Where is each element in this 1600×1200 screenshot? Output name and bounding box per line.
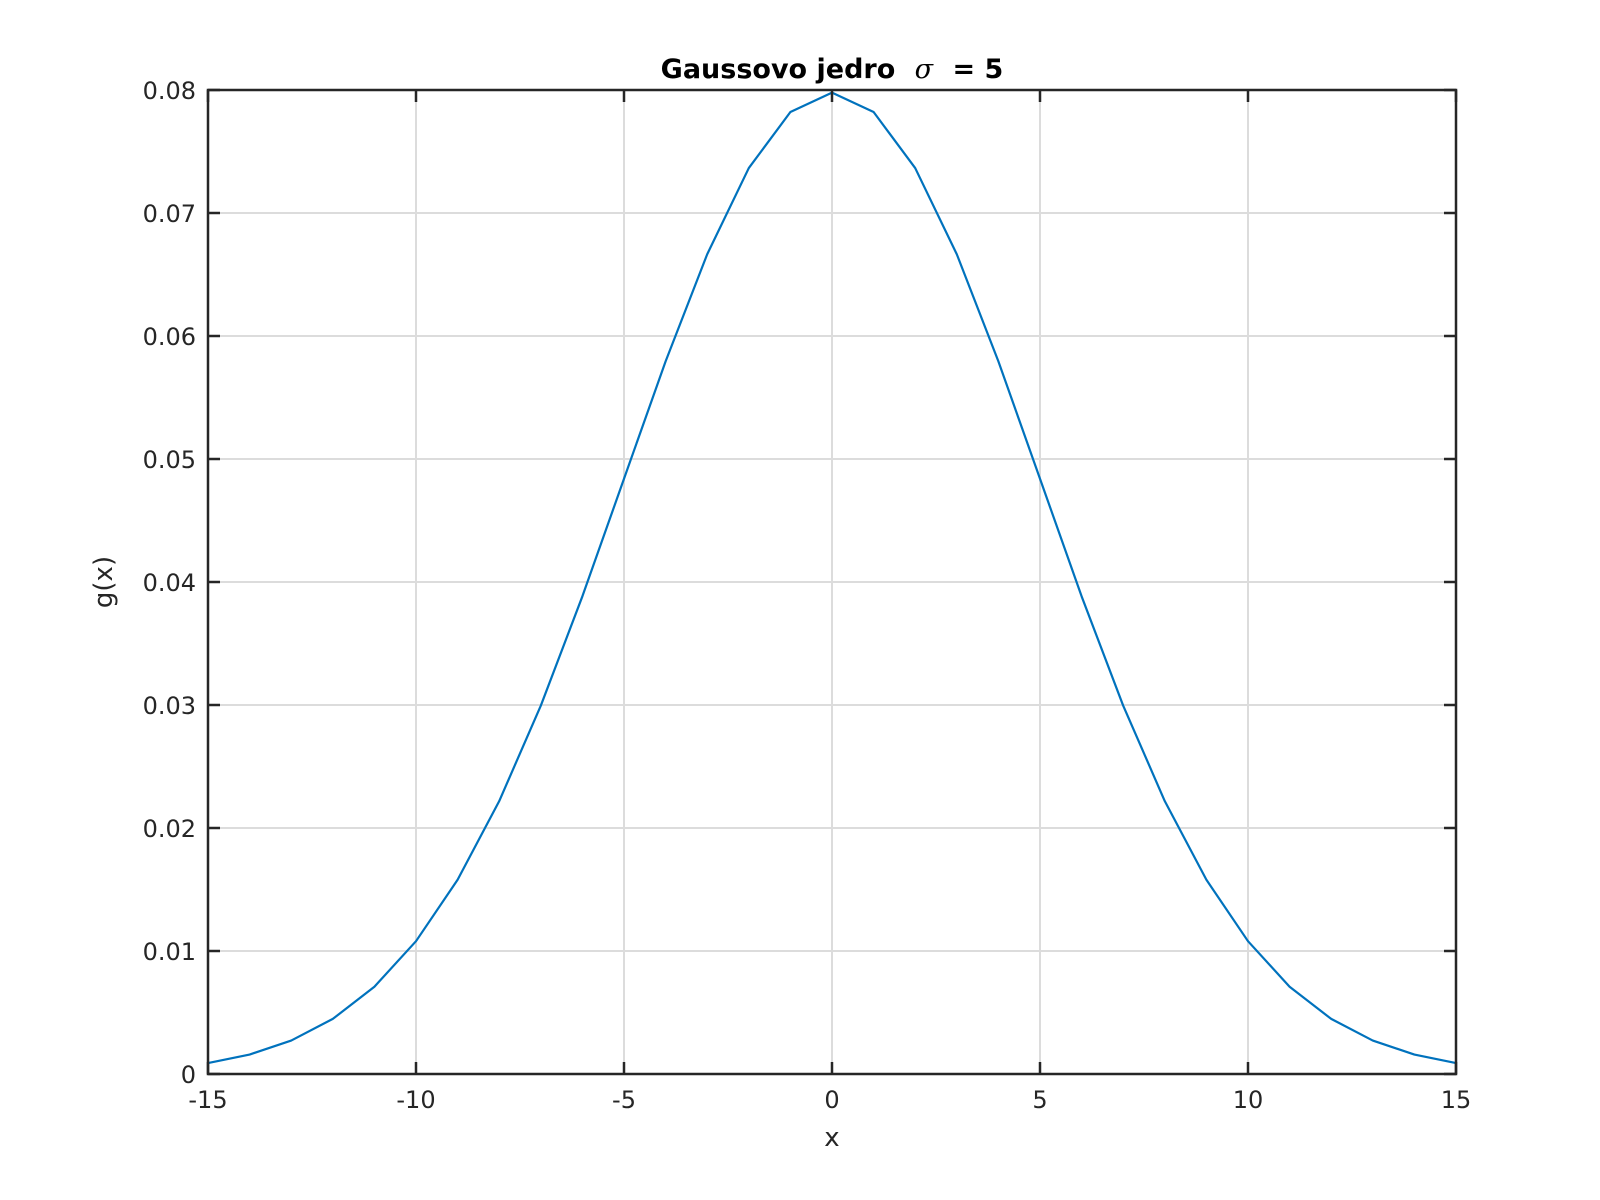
- y-tick-label: 0.04: [143, 569, 196, 597]
- x-tick-label: -10: [396, 1086, 435, 1114]
- x-tick-label: -15: [188, 1086, 227, 1114]
- y-axis-label: g(x): [89, 556, 119, 608]
- title-prefix: Gaussovo jedro: [661, 54, 896, 85]
- tick-labels: -15 -10 -5 0 5 10 15 0 0.01 0.02 0.03 0.04 0.05 0.06 0…: [143, 77, 1472, 1114]
- plot-area-border: [206, 88, 1458, 1076]
- title-suffix: = 5: [953, 54, 1004, 85]
- x-tick-label: 15: [1441, 1086, 1472, 1114]
- y-tick-label: 0.01: [143, 938, 196, 966]
- chart-title: Gaussovo jedro σ = 5: [661, 54, 1004, 85]
- y-tick-label: 0.07: [143, 200, 196, 228]
- x-axis-label: x: [824, 1123, 839, 1153]
- x-tick-label: 0: [824, 1086, 839, 1114]
- y-tick-label: 0.03: [143, 692, 196, 720]
- y-tick-label: 0.08: [143, 77, 196, 105]
- y-tick-label: 0.05: [143, 446, 196, 474]
- y-tick-label: 0.06: [143, 323, 196, 351]
- y-tick-label: 0: [181, 1061, 196, 1089]
- x-tick-label: 5: [1032, 1086, 1047, 1114]
- x-tick-label: 10: [1233, 1086, 1264, 1114]
- y-tick-label: 0.02: [143, 815, 196, 843]
- grid: [208, 90, 1456, 1074]
- title-symbol: σ: [915, 54, 935, 85]
- x-tick-label: -5: [612, 1086, 636, 1114]
